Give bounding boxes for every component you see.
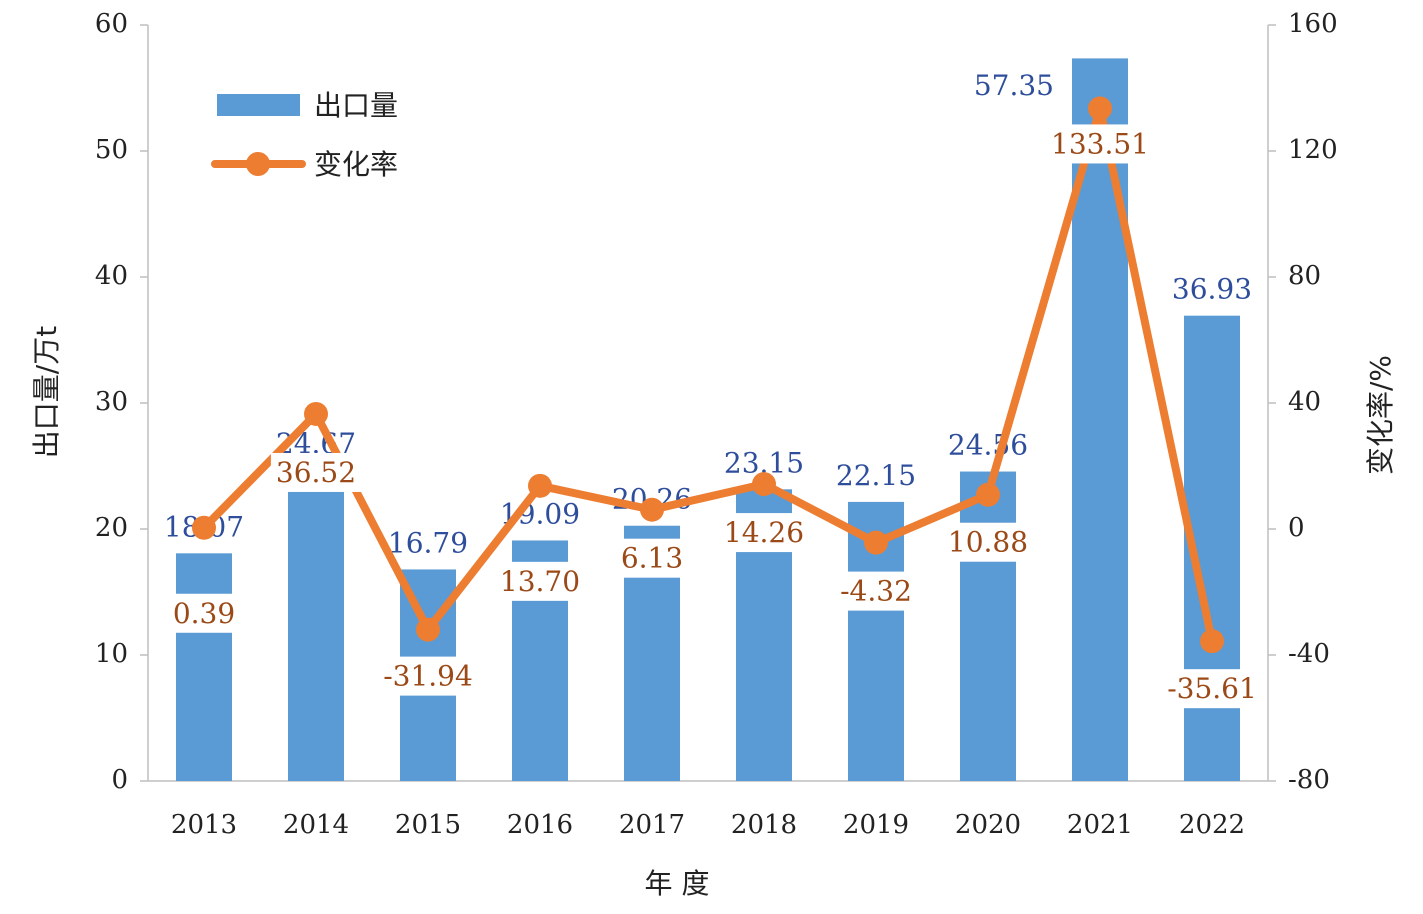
y2-axis-title: 变化率/% bbox=[1364, 355, 1397, 475]
x-axis-title: 年 度 bbox=[645, 867, 710, 900]
legend: 出口量 变化率 bbox=[211, 89, 398, 181]
line-data-label-background bbox=[1046, 124, 1154, 164]
y-tick-label: 50 bbox=[95, 135, 128, 165]
line-data-label-background bbox=[378, 656, 478, 696]
y2-tick-label: 80 bbox=[1288, 261, 1321, 291]
y2-tick-label: -40 bbox=[1288, 639, 1330, 669]
legend-bar-label: 出口量 bbox=[314, 89, 398, 122]
line-point bbox=[304, 401, 328, 426]
line-data-label-background bbox=[494, 561, 586, 601]
y2-tick-label: 160 bbox=[1288, 9, 1338, 39]
line-data-label-background bbox=[615, 538, 689, 578]
x-axis-ticks: 2013 2014 2015 2016 2017 2018 2019 2020 2021 2022 bbox=[171, 810, 1245, 840]
line-data-label-background bbox=[1162, 669, 1262, 709]
line-data-label-background bbox=[167, 593, 241, 633]
line-data-labels: 0.39 36.52 -31.94 13.70 6.13 14.26 -4.32 10.88 1… bbox=[167, 124, 1262, 709]
line-point bbox=[192, 515, 216, 540]
x-tick-label: 2020 bbox=[955, 810, 1021, 840]
line-point bbox=[1088, 96, 1112, 121]
right-axis-ticks: -80 -40 0 40 80 120 160 bbox=[1268, 9, 1338, 795]
line-data-label: 10.88 bbox=[948, 526, 1028, 559]
bar-data-label: 57.35 bbox=[974, 69, 1054, 102]
bar-data-label: 24.56 bbox=[948, 429, 1028, 462]
line-data-label-background bbox=[718, 513, 810, 553]
line-data-label: 14.26 bbox=[724, 516, 804, 549]
y-tick-label: 10 bbox=[95, 639, 128, 669]
x-tick-label: 2015 bbox=[395, 810, 461, 840]
x-tick-label: 2016 bbox=[507, 810, 573, 840]
line-data-label: 13.70 bbox=[500, 565, 580, 598]
legend-bar-swatch bbox=[217, 94, 300, 116]
line-data-label-background bbox=[942, 522, 1034, 562]
bar-data-labels: 18.0724.6716.7919.0920.2623.1522.1524.56… bbox=[160, 66, 1255, 563]
bar bbox=[960, 471, 1016, 781]
line-data-label-background bbox=[270, 452, 362, 492]
line-data-label: 133.51 bbox=[1051, 127, 1149, 160]
x-tick-label: 2019 bbox=[843, 810, 909, 840]
y2-tick-label: 0 bbox=[1288, 513, 1305, 543]
y-tick-label: 60 bbox=[95, 9, 128, 39]
line-point bbox=[528, 473, 552, 498]
y-tick-label: 40 bbox=[95, 261, 128, 291]
y2-tick-label: 40 bbox=[1288, 387, 1321, 417]
line-point bbox=[752, 472, 776, 497]
x-tick-label: 2018 bbox=[731, 810, 797, 840]
x-tick-label: 2014 bbox=[283, 810, 349, 840]
line-data-label: -35.61 bbox=[1167, 672, 1257, 705]
bar-data-label: 36.93 bbox=[1172, 273, 1252, 306]
line-data-label: 6.13 bbox=[621, 542, 683, 575]
legend-line-label: 变化率 bbox=[314, 148, 398, 181]
y2-tick-label: 120 bbox=[1288, 135, 1338, 165]
line-point bbox=[640, 497, 664, 522]
x-tick-label: 2013 bbox=[171, 810, 237, 840]
line-point bbox=[416, 617, 440, 642]
y-tick-label: 20 bbox=[95, 513, 128, 543]
y-tick-label: 30 bbox=[95, 387, 128, 417]
bar-data-label: 16.79 bbox=[388, 526, 468, 559]
x-tick-label: 2021 bbox=[1067, 810, 1133, 840]
line-data-label-background bbox=[835, 571, 917, 611]
line-data-label: -31.94 bbox=[383, 660, 473, 693]
line-point bbox=[864, 530, 888, 555]
x-tick-label: 2022 bbox=[1179, 810, 1245, 840]
series-line bbox=[200, 104, 1216, 646]
line-point bbox=[976, 482, 1000, 507]
bar bbox=[288, 470, 344, 781]
line-point bbox=[1200, 629, 1224, 654]
line-data-label: 36.52 bbox=[276, 456, 356, 489]
y-axis-title: 出口量/万t bbox=[30, 326, 63, 458]
line-data-label: 0.39 bbox=[173, 597, 235, 630]
y2-tick-label: -80 bbox=[1288, 765, 1330, 795]
bar bbox=[176, 553, 232, 781]
bar-data-label: 22.15 bbox=[836, 459, 916, 492]
line-series bbox=[192, 96, 1224, 654]
legend-line-marker bbox=[246, 152, 270, 176]
y-tick-label: 0 bbox=[111, 765, 128, 795]
left-axis-ticks: 0 10 20 30 40 50 60 bbox=[95, 9, 148, 795]
x-tick-label: 2017 bbox=[619, 810, 685, 840]
line-data-label: -4.32 bbox=[840, 575, 912, 608]
